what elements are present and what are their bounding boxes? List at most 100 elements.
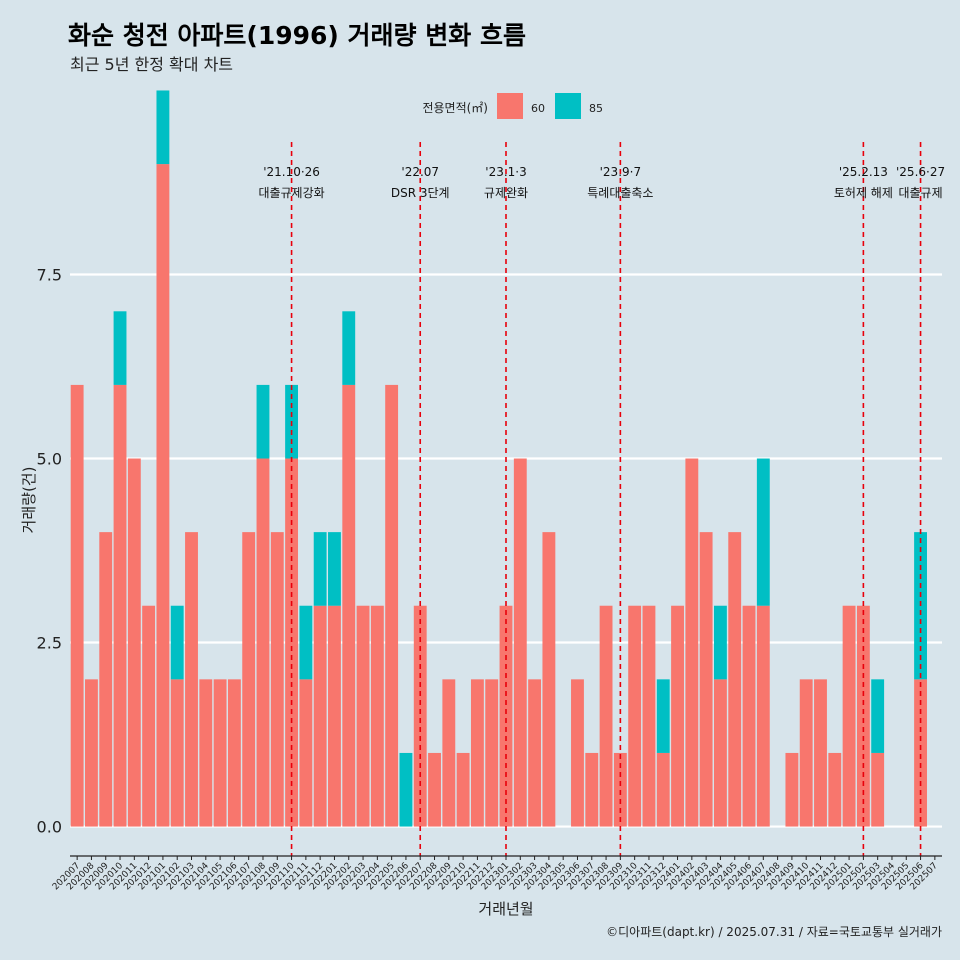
bar-60-202506: [914, 679, 927, 827]
bar-60-202402: [685, 458, 699, 827]
legend-title: 전용면적(㎡): [422, 101, 488, 115]
event-label: 특례대출축소: [587, 186, 653, 200]
bar-60-202111: [299, 679, 313, 827]
bar-60-202007: [70, 384, 84, 827]
bar-60-202107: [242, 532, 256, 827]
bar-60-202407: [756, 605, 770, 827]
event-label: 대출규제강화: [258, 186, 324, 200]
legend-label-85: 85: [589, 102, 603, 115]
bar-60-202010: [113, 384, 127, 827]
bar-60-202104: [199, 679, 213, 827]
bar-60-202410: [799, 679, 813, 827]
bar-60-202302: [513, 458, 527, 827]
bar-60-202202: [342, 384, 356, 827]
bar-60-202409: [785, 752, 799, 827]
bar-60-202211: [470, 679, 484, 827]
chart-title: 화순 청전 아파트(1996) 거래량 변화 흐름: [68, 21, 526, 50]
legend-label-60: 60: [531, 102, 545, 115]
bar-60-202404: [713, 679, 727, 827]
bar-60-202303: [528, 679, 542, 827]
bar-85-202202: [342, 311, 356, 385]
event-label: 토허제 해제: [834, 186, 893, 200]
bar-60-202301: [499, 605, 513, 827]
event-label: DSR 3단계: [391, 186, 450, 200]
bar-85-202010: [113, 311, 127, 385]
bar-60-202405: [728, 532, 742, 827]
bar-85-202101: [156, 90, 170, 165]
bar-60-202310: [628, 605, 642, 827]
bar-60-202109: [270, 532, 284, 827]
event-date: '23.1·3: [485, 165, 526, 179]
y-tick-label: 7.5: [37, 265, 62, 284]
bar-60-202503: [871, 752, 885, 827]
legend-swatch-60: [497, 93, 523, 119]
y-tick-label: 5.0: [37, 450, 62, 469]
bar-60-202412: [828, 752, 842, 827]
bar-60-202203: [356, 605, 370, 827]
bar-60-202312: [656, 752, 670, 827]
event-label: 규제완화: [484, 186, 528, 200]
event-annotations: '21.10·26 대출규제강화 '22.07 DSR 3단계 '23.1·3 규제완화 '…: [258, 165, 945, 200]
x-axis-title: 거래년월: [478, 900, 533, 918]
bar-60-202309: [613, 752, 627, 827]
bar-60-202207: [413, 605, 427, 827]
bar-85-202112: [313, 532, 327, 606]
bar-60-202502: [856, 605, 870, 827]
bar-60-202204: [370, 605, 384, 827]
bar-60-202101: [156, 164, 170, 827]
bar-60-202212: [485, 679, 499, 827]
y-axis-title: 거래량(건): [20, 467, 38, 534]
chart-subtitle: 최근 5년 한정 확대 차트: [70, 55, 233, 74]
bar-60-202406: [742, 605, 756, 827]
bar-85-202102: [170, 605, 184, 680]
x-axis: 2020072020082020092020102020112020122021…: [51, 855, 942, 892]
legend-swatch-85: [555, 93, 581, 119]
legend: 전용면적(㎡) 60 85: [422, 93, 603, 119]
event-date: '25.6·27: [896, 165, 945, 179]
chart-caption: ©디아파트(dapt.kr) / 2025.07.31 / 자료=국토교통부 실…: [606, 925, 942, 939]
event-label: 대출규제: [898, 186, 942, 200]
event-date: '21.10·26: [263, 165, 320, 179]
y-tick-label: 2.5: [37, 634, 62, 653]
bar-60-202304: [542, 532, 556, 827]
bar-60-202306: [571, 679, 584, 827]
bar-60-202311: [642, 605, 656, 827]
bar-60-202205: [385, 384, 399, 827]
bar-85-202312: [656, 679, 670, 753]
bar-85-202206: [399, 752, 413, 827]
event-lines: [290, 142, 922, 856]
bar-60-202201: [328, 605, 341, 827]
event-date: '22.07: [401, 165, 439, 179]
bar-60-202011: [127, 458, 141, 827]
bar-60-202208: [428, 752, 441, 827]
bar-60-202112: [313, 605, 327, 827]
bar-85-202503: [871, 679, 885, 753]
y-axis: 0.0 2.5 5.0 7.5: [37, 265, 62, 836]
bar-60-202401: [671, 605, 684, 827]
bar-60-202307: [585, 752, 599, 827]
bar-85-202201: [328, 532, 341, 606]
bar-60-202106: [227, 679, 241, 827]
bar-60-202110: [285, 458, 299, 827]
bar-60-202108: [256, 458, 270, 827]
bar-85-202111: [299, 605, 313, 680]
bar-60-202012: [142, 605, 156, 827]
bar-60-202103: [185, 532, 198, 827]
bar-85-202108: [256, 384, 270, 459]
bar-60-202102: [170, 679, 184, 827]
bar-60-202501: [842, 605, 856, 827]
bar-60-202209: [442, 679, 456, 827]
y-tick-label: 0.0: [37, 818, 62, 837]
bar-60-202308: [599, 605, 613, 827]
bar-60-202008: [85, 679, 98, 827]
bar-85-202404: [713, 605, 727, 680]
event-date: '25.2.13: [839, 165, 888, 179]
bar-60-202009: [99, 532, 113, 827]
bar-60-202210: [456, 752, 470, 827]
bar-60-202105: [213, 679, 227, 827]
bar-85-202407: [756, 458, 770, 606]
bar-60-202403: [699, 532, 713, 827]
event-date: '23.9·7: [600, 165, 641, 179]
